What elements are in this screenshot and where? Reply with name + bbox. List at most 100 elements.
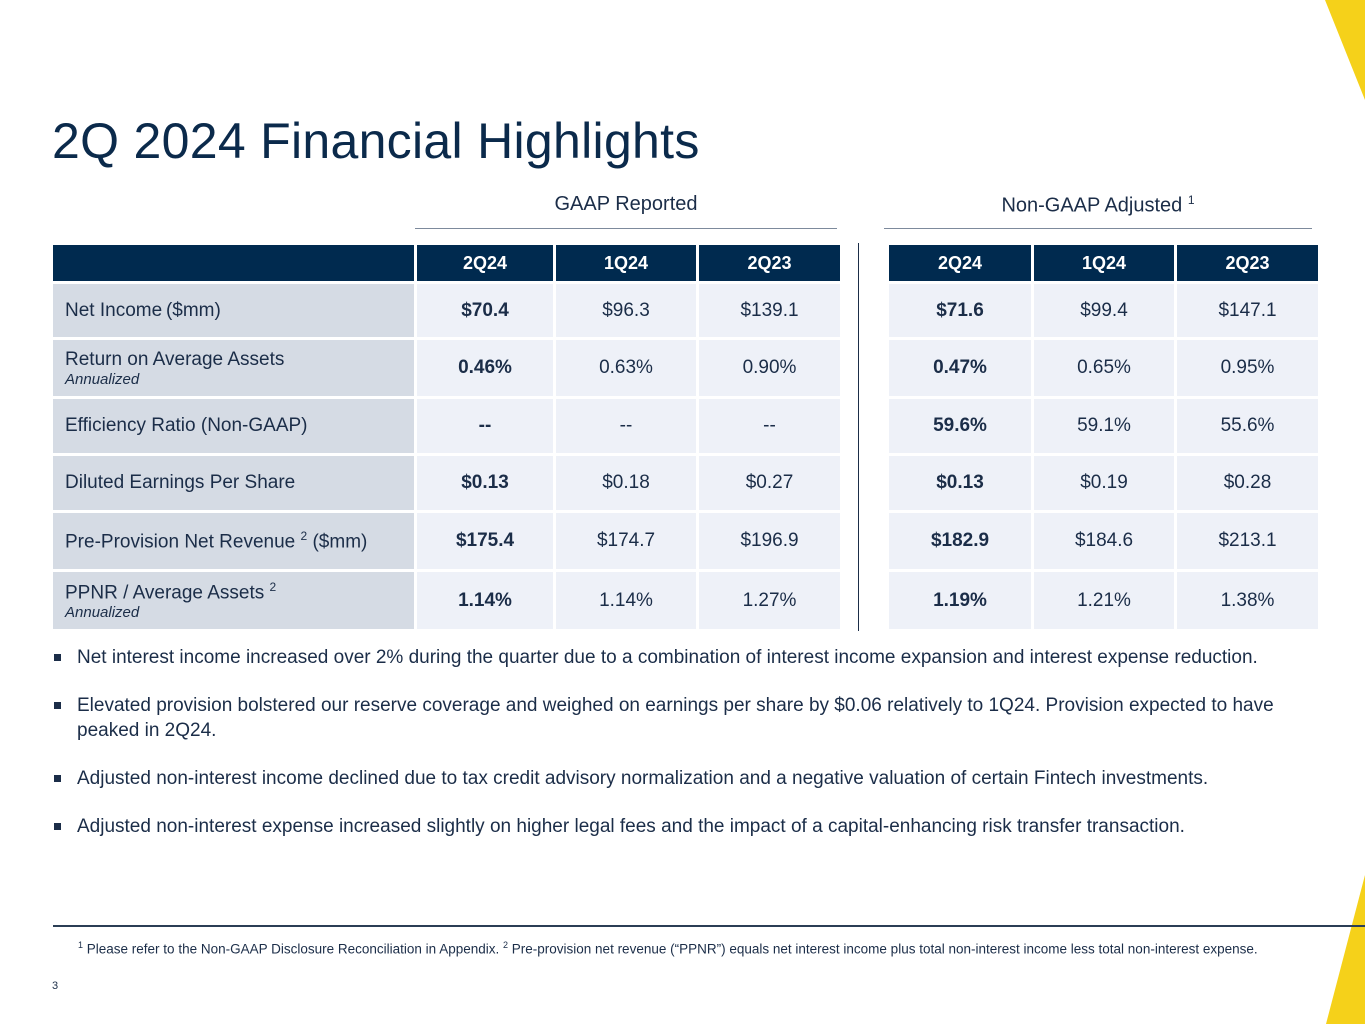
value-cell: $99.4 <box>1034 284 1174 337</box>
value-cell: $96.3 <box>556 284 696 337</box>
value-cell: 55.6% <box>1177 399 1318 453</box>
table-row: $71.6 $99.4 $147.1 <box>889 284 1318 337</box>
value-cell: 1.14% <box>556 572 696 629</box>
value-cell: $174.7 <box>556 513 696 569</box>
column-header-2q24: 2Q24 <box>889 245 1031 281</box>
table-row: $0.13 $0.19 $0.28 <box>889 456 1318 510</box>
value-cell: 1.38% <box>1177 572 1318 629</box>
value-cell: 0.65% <box>1034 340 1174 396</box>
bullet-text: Net interest income increased over 2% du… <box>77 647 1258 668</box>
row-label: Pre-Provision Net Revenue 2 ($mm) <box>53 513 414 569</box>
table-row: 0.47% 0.65% 0.95% <box>889 340 1318 396</box>
value-cell: 1.21% <box>1034 572 1174 629</box>
footnote-1-text: Please refer to the Non-GAAP Disclosure … <box>83 941 503 957</box>
value-cell: $213.1 <box>1177 513 1318 569</box>
value-cell: 0.46% <box>417 340 553 396</box>
value-cell: $147.1 <box>1177 284 1318 337</box>
table-row: 59.6% 59.1% 55.6% <box>889 399 1318 453</box>
footer-divider <box>53 925 1365 927</box>
value-cell: 0.63% <box>556 340 696 396</box>
value-cell: $184.6 <box>1034 513 1174 569</box>
nongaap-adjusted-header: Non-GAAP Adjusted 1 <box>884 193 1312 218</box>
column-header-1q24: 1Q24 <box>556 245 696 281</box>
footnotes: 1 Please refer to the Non-GAAP Disclosur… <box>78 936 1278 959</box>
page-number: 3 <box>52 980 59 992</box>
column-header-2q23: 2Q23 <box>699 245 840 281</box>
row-sublabel: Annualized <box>65 370 140 388</box>
column-header-2q23: 2Q23 <box>1177 245 1318 281</box>
nongaap-table: 2Q24 1Q24 2Q23 $71.6 $99.4 $147.1 0.47% 0.65% 0… <box>886 242 1321 632</box>
row-label: PPNR / Average Assets 2 Annualized <box>53 572 414 629</box>
footnote-2-text: Pre-provision net revenue (“PPNR”) equal… <box>508 941 1258 957</box>
value-cell: -- <box>699 399 840 453</box>
bullet-square-icon <box>54 702 61 709</box>
bullet-text: Adjusted non-interest expense increased … <box>77 816 1185 837</box>
value-cell: 0.90% <box>699 340 840 396</box>
value-cell: $0.13 <box>417 456 553 510</box>
table-row: Diluted Earnings Per Share $0.13 $0.18 $0.2… <box>53 456 840 510</box>
gaap-reported-header: GAAP Reported <box>415 193 837 216</box>
bullet-item: Elevated provision bolstered our reserve… <box>52 693 1282 743</box>
yellow-accent-top-shape <box>1325 0 1365 100</box>
gaap-table: 2Q24 1Q24 2Q23 Net Income ($mm) $70.4 $96.3 $… <box>50 242 843 632</box>
footnote-2-ref: 2 <box>503 940 509 950</box>
row-label: Net Income ($mm) <box>53 284 414 337</box>
value-cell: -- <box>556 399 696 453</box>
row-label-text: PPNR / Average Assets <box>65 582 270 604</box>
table-row: PPNR / Average Assets 2 Annualized 1.14% 1… <box>53 572 840 629</box>
value-cell: 59.6% <box>889 399 1031 453</box>
gaap-header-text: GAAP Reported <box>554 193 698 215</box>
bullet-item: Adjusted non-interest expense increased … <box>52 814 1282 839</box>
value-cell: 0.95% <box>1177 340 1318 396</box>
column-header-2q24: 2Q24 <box>417 245 553 281</box>
table-row: 1.19% 1.21% 1.38% <box>889 572 1318 629</box>
highlights-list: Net interest income increased over 2% du… <box>52 645 1282 862</box>
footnote-ref: 2 <box>269 579 277 594</box>
value-cell: $175.4 <box>417 513 553 569</box>
row-label-text: Return on Average Assets <box>65 348 285 370</box>
page-title: 2Q 2024 Financial Highlights <box>52 113 700 169</box>
nongaap-header-text: Non-GAAP Adjusted <box>1001 194 1183 217</box>
row-label-suffix: ($mm) <box>312 531 368 553</box>
table-row: $182.9 $184.6 $213.1 <box>889 513 1318 569</box>
footnote-ref: 2 <box>300 528 308 543</box>
value-cell: -- <box>417 399 553 453</box>
value-cell: $0.19 <box>1034 456 1174 510</box>
value-cell: $70.4 <box>417 284 553 337</box>
value-cell: 59.1% <box>1034 399 1174 453</box>
table-row: Pre-Provision Net Revenue 2 ($mm) $175.4 $… <box>53 513 840 569</box>
bullet-item: Net interest income increased over 2% du… <box>52 645 1282 670</box>
bullet-item: Adjusted non-interest income declined du… <box>52 766 1282 791</box>
label-header <box>53 245 414 281</box>
value-cell: $0.27 <box>699 456 840 510</box>
bullet-text: Adjusted non-interest income declined du… <box>77 768 1209 789</box>
table-row: Return on Average Assets Annualized 0.46% 0… <box>53 340 840 396</box>
bullet-square-icon <box>54 775 61 782</box>
value-cell: $0.28 <box>1177 456 1318 510</box>
row-sublabel: Annualized <box>65 604 140 622</box>
row-label: Diluted Earnings Per Share <box>53 456 414 510</box>
row-label-text: Pre-Provision Net Revenue <box>65 531 301 553</box>
row-label-text: Efficiency Ratio (Non-GAAP) <box>65 415 308 436</box>
gaap-header-underline <box>415 228 837 229</box>
row-label: Return on Average Assets Annualized <box>53 340 414 396</box>
nongaap-header-underline <box>884 228 1312 229</box>
table-row: Efficiency Ratio (Non-GAAP) -- -- -- <box>53 399 840 453</box>
row-label-text: Diluted Earnings Per Share <box>65 472 296 493</box>
table-divider <box>858 243 859 631</box>
footnote-ref: 1 <box>1187 193 1195 207</box>
bullet-square-icon <box>54 654 61 661</box>
yellow-accent-bottom-shape <box>1326 875 1365 1024</box>
bullet-square-icon <box>54 823 61 830</box>
value-cell: 1.14% <box>417 572 553 629</box>
bullet-text: Elevated provision bolstered our reserve… <box>77 695 1274 741</box>
value-cell: $71.6 <box>889 284 1031 337</box>
value-cell: $196.9 <box>699 513 840 569</box>
value-cell: 1.19% <box>889 572 1031 629</box>
footnote-1-ref: 1 <box>78 940 84 950</box>
row-label-text: Net Income ($mm) <box>65 299 221 321</box>
value-cell: 1.27% <box>699 572 840 629</box>
value-cell: $182.9 <box>889 513 1031 569</box>
column-header-1q24: 1Q24 <box>1034 245 1174 281</box>
